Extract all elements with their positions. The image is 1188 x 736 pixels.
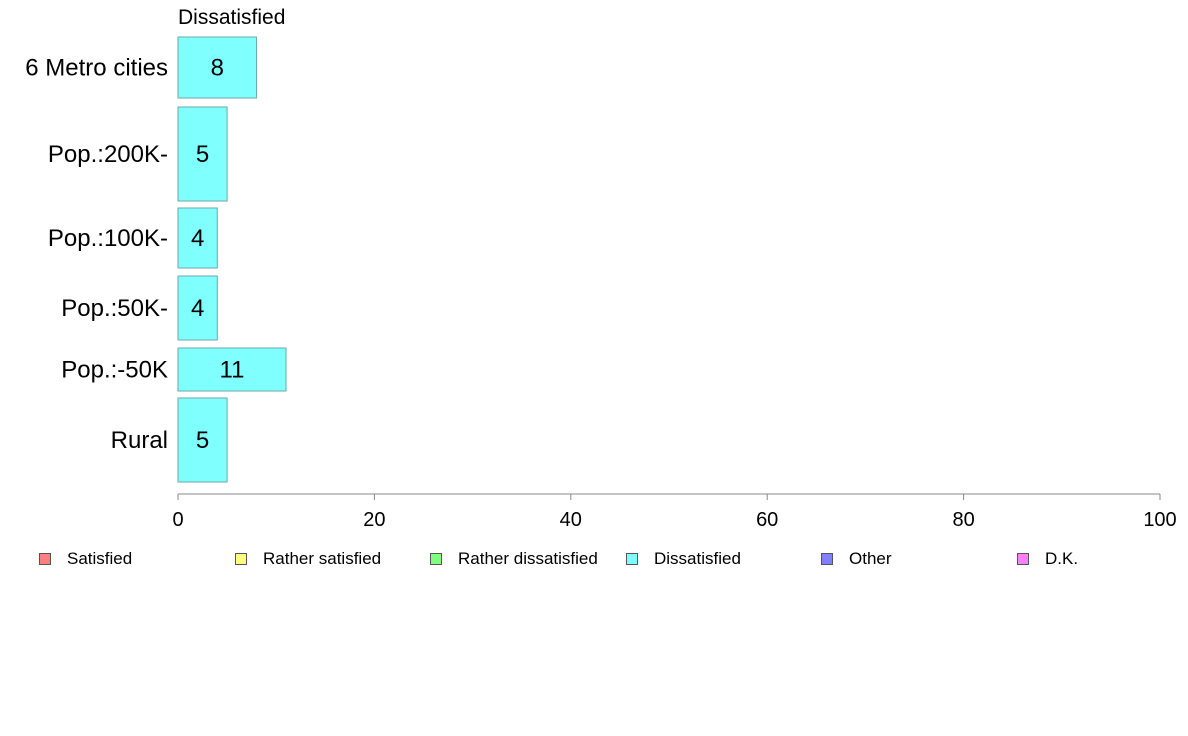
data-label: 4 (191, 295, 204, 322)
bar-5 (177, 397, 228, 483)
data-label: 11 (220, 357, 245, 384)
chart-title: Dissatisfied (178, 6, 285, 29)
legend-label: Rather satisfied (263, 549, 382, 568)
legend-label: Satisfied (67, 549, 133, 568)
x-tick-label: 0 (172, 509, 183, 531)
legend-swatch (626, 553, 638, 565)
x-tick-label: 60 (756, 509, 778, 531)
data-label: 4 (191, 225, 204, 252)
legend-item: D.K. (1017, 548, 1078, 570)
legend-item: Dissatisfied (626, 548, 741, 570)
category-label: Pop.:100K- (48, 225, 168, 252)
x-tick-label: 80 (952, 509, 974, 531)
category-label: Rural (111, 427, 168, 454)
category-label: Pop.:-50K (61, 357, 168, 384)
bar-4 (177, 347, 287, 392)
legend-swatch (39, 553, 51, 565)
category-label: Pop.:50K- (61, 295, 168, 322)
legend-item: Rather dissatisfied (430, 548, 598, 570)
data-label: 8 (211, 55, 224, 82)
bars: 6 Metro cities 8 Pop.:200K- 5 Pop.:100K- 4 Pop… (25, 36, 287, 483)
x-tick-label: 100 (1143, 509, 1176, 531)
bar-2 (177, 207, 218, 269)
legend-label: Dissatisfied (654, 549, 741, 568)
legend-item: Rather satisfied (235, 548, 381, 570)
legend-swatch (1017, 553, 1029, 565)
legend-item: Other (821, 548, 892, 570)
legend-swatch (235, 553, 247, 565)
data-label: 5 (196, 141, 209, 168)
data-label: 5 (196, 427, 209, 454)
legend-swatch (430, 553, 442, 565)
x-tick-label: 40 (560, 509, 582, 531)
category-label: Pop.:200K- (48, 141, 168, 168)
x-axis: 0 20 40 60 80 100 (172, 493, 1177, 531)
legend-label: Rather dissatisfied (458, 549, 598, 568)
x-tick-label: 20 (363, 509, 385, 531)
legend-label: Other (849, 549, 892, 568)
bar-0 (177, 36, 258, 99)
bar-3 (177, 275, 218, 341)
legend-swatch (821, 553, 833, 565)
legend-label: D.K. (1045, 549, 1079, 568)
legend: Satisfied Rather satisfied Rather dissatis… (0, 548, 1188, 570)
bar-1 (177, 106, 228, 202)
category-label: 6 Metro cities (25, 55, 168, 82)
legend-item: Satisfied (39, 548, 132, 570)
